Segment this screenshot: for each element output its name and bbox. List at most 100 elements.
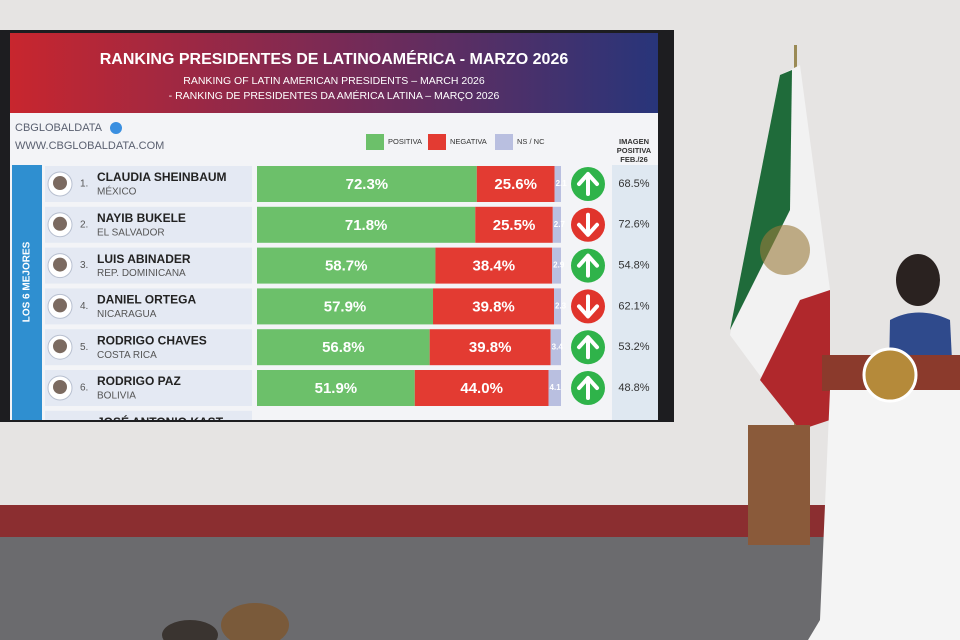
audience-head <box>221 603 289 640</box>
country: REP. DOMINICANA <box>97 268 186 279</box>
rank: 1. <box>80 179 88 190</box>
bar-segment <box>257 247 436 284</box>
bar-segment <box>257 370 415 406</box>
previous-column <box>612 165 658 420</box>
trend-arrow <box>577 172 599 196</box>
bar-segment <box>257 166 477 202</box>
rank: 2. <box>80 219 88 230</box>
rank: 4. <box>80 301 88 312</box>
podium <box>808 390 960 640</box>
value-label: 38.4% <box>473 258 516 275</box>
trend-arrow <box>577 253 599 278</box>
bar-segment <box>429 329 551 366</box>
value-label: 3.4 <box>552 342 564 351</box>
bar-segment <box>552 206 561 243</box>
avatar-face <box>53 216 67 231</box>
country: MÉXICO <box>97 185 137 198</box>
name: RODRIGO PAZ <box>97 374 181 388</box>
legend-swatch <box>366 134 384 150</box>
flag-red <box>760 290 830 430</box>
value-label: 25.6% <box>494 176 537 193</box>
row-bg <box>45 288 252 325</box>
value-label: 4.1 <box>550 383 562 392</box>
previous-header: IMAGEN <box>619 137 649 146</box>
bar-segment <box>554 288 561 325</box>
previous-value: 54.8% <box>618 260 649 272</box>
chart-title: RANKING PRESIDENTES DE LATINOAMÉRICA - M… <box>100 49 569 68</box>
flag-green <box>730 70 792 330</box>
bar-segment <box>475 206 553 243</box>
bar-segment <box>554 166 561 202</box>
trend-arrow <box>577 294 599 319</box>
country: EL SALVADOR <box>97 227 165 238</box>
verified-icon <box>110 122 122 134</box>
bar-segment <box>257 329 430 366</box>
trend-arrow <box>577 212 599 237</box>
flag-emblem <box>760 225 810 275</box>
bar-segment <box>550 329 561 366</box>
previous-value: 53.2% <box>618 341 649 353</box>
row-bg <box>45 166 252 202</box>
country: BOLIVIA <box>97 391 136 402</box>
bar-segment <box>435 247 553 284</box>
name: DANIEL ORTEGA <box>97 293 196 307</box>
trend-arrow <box>577 335 599 360</box>
avatar-face <box>53 257 67 272</box>
value-label: 72.3% <box>346 176 389 193</box>
name: LUIS ABINADER <box>97 252 191 266</box>
value-label: 2.7 <box>554 220 566 229</box>
previous-value: 72.6% <box>618 219 649 231</box>
legend-swatch <box>495 134 513 150</box>
value-label: 44.0% <box>460 380 503 397</box>
previous-header: POSITIVA <box>617 146 652 155</box>
avatar-face <box>53 176 67 190</box>
row-bg <box>45 206 252 243</box>
name: NAYIB BUKELE <box>97 211 186 225</box>
row-bg <box>45 410 252 420</box>
chart-subtitle: RANKING OF LATIN AMERICAN PRESIDENTS – M… <box>183 75 485 87</box>
partial-row: JOSÉ ANTONIO KAST <box>97 414 224 429</box>
legend-label: POSITIVA <box>388 137 422 146</box>
value-label: 39.8% <box>472 298 515 315</box>
value-label: 51.9% <box>315 380 358 397</box>
group-label: LOS 6 MEJORES <box>22 241 33 322</box>
legend-label: NEGATIVA <box>450 137 487 146</box>
bar-segment <box>548 370 561 406</box>
row-bg <box>45 329 252 366</box>
avatar-face <box>53 298 67 313</box>
legend-swatch <box>428 134 446 150</box>
value-label: 39.8% <box>469 339 512 356</box>
bar-segment <box>433 288 555 325</box>
rank: 3. <box>80 260 88 271</box>
previous-value: 48.8% <box>618 382 649 394</box>
header-band <box>10 33 658 113</box>
value-label: 57.9% <box>324 298 367 315</box>
legend-label: NS / NC <box>517 137 545 146</box>
name: RODRIGO CHAVES <box>97 333 207 347</box>
previous-value: 62.1% <box>618 300 649 312</box>
bar-segment <box>552 247 561 284</box>
avatar-face <box>53 339 67 354</box>
avatar-face <box>53 380 67 394</box>
country: NICARAGUA <box>97 309 157 320</box>
bar-segment <box>414 370 549 406</box>
rank: 5. <box>80 342 88 353</box>
floor-band <box>0 505 960 537</box>
bar-segment <box>257 288 434 325</box>
row-bg <box>45 370 252 406</box>
podium-seal <box>862 347 918 403</box>
previous-header: FEB./26 <box>620 155 648 164</box>
value-label: 2.3 <box>555 302 567 311</box>
speaker-head <box>896 254 940 306</box>
rank: 6. <box>80 383 88 394</box>
country: COSTA RICA <box>97 350 157 361</box>
value-label: 56.8% <box>322 339 365 356</box>
floor <box>0 537 960 640</box>
source: CBGLOBALDATA <box>15 122 103 134</box>
audience-head <box>162 620 218 640</box>
chart: POSITIVA NEGATIVA NS / NC 1. CLAUDIA SHEINBA… <box>45 134 650 429</box>
value-label: 58.7% <box>325 258 368 275</box>
value-label: 2.1 <box>556 179 568 188</box>
row-bg <box>45 247 252 284</box>
